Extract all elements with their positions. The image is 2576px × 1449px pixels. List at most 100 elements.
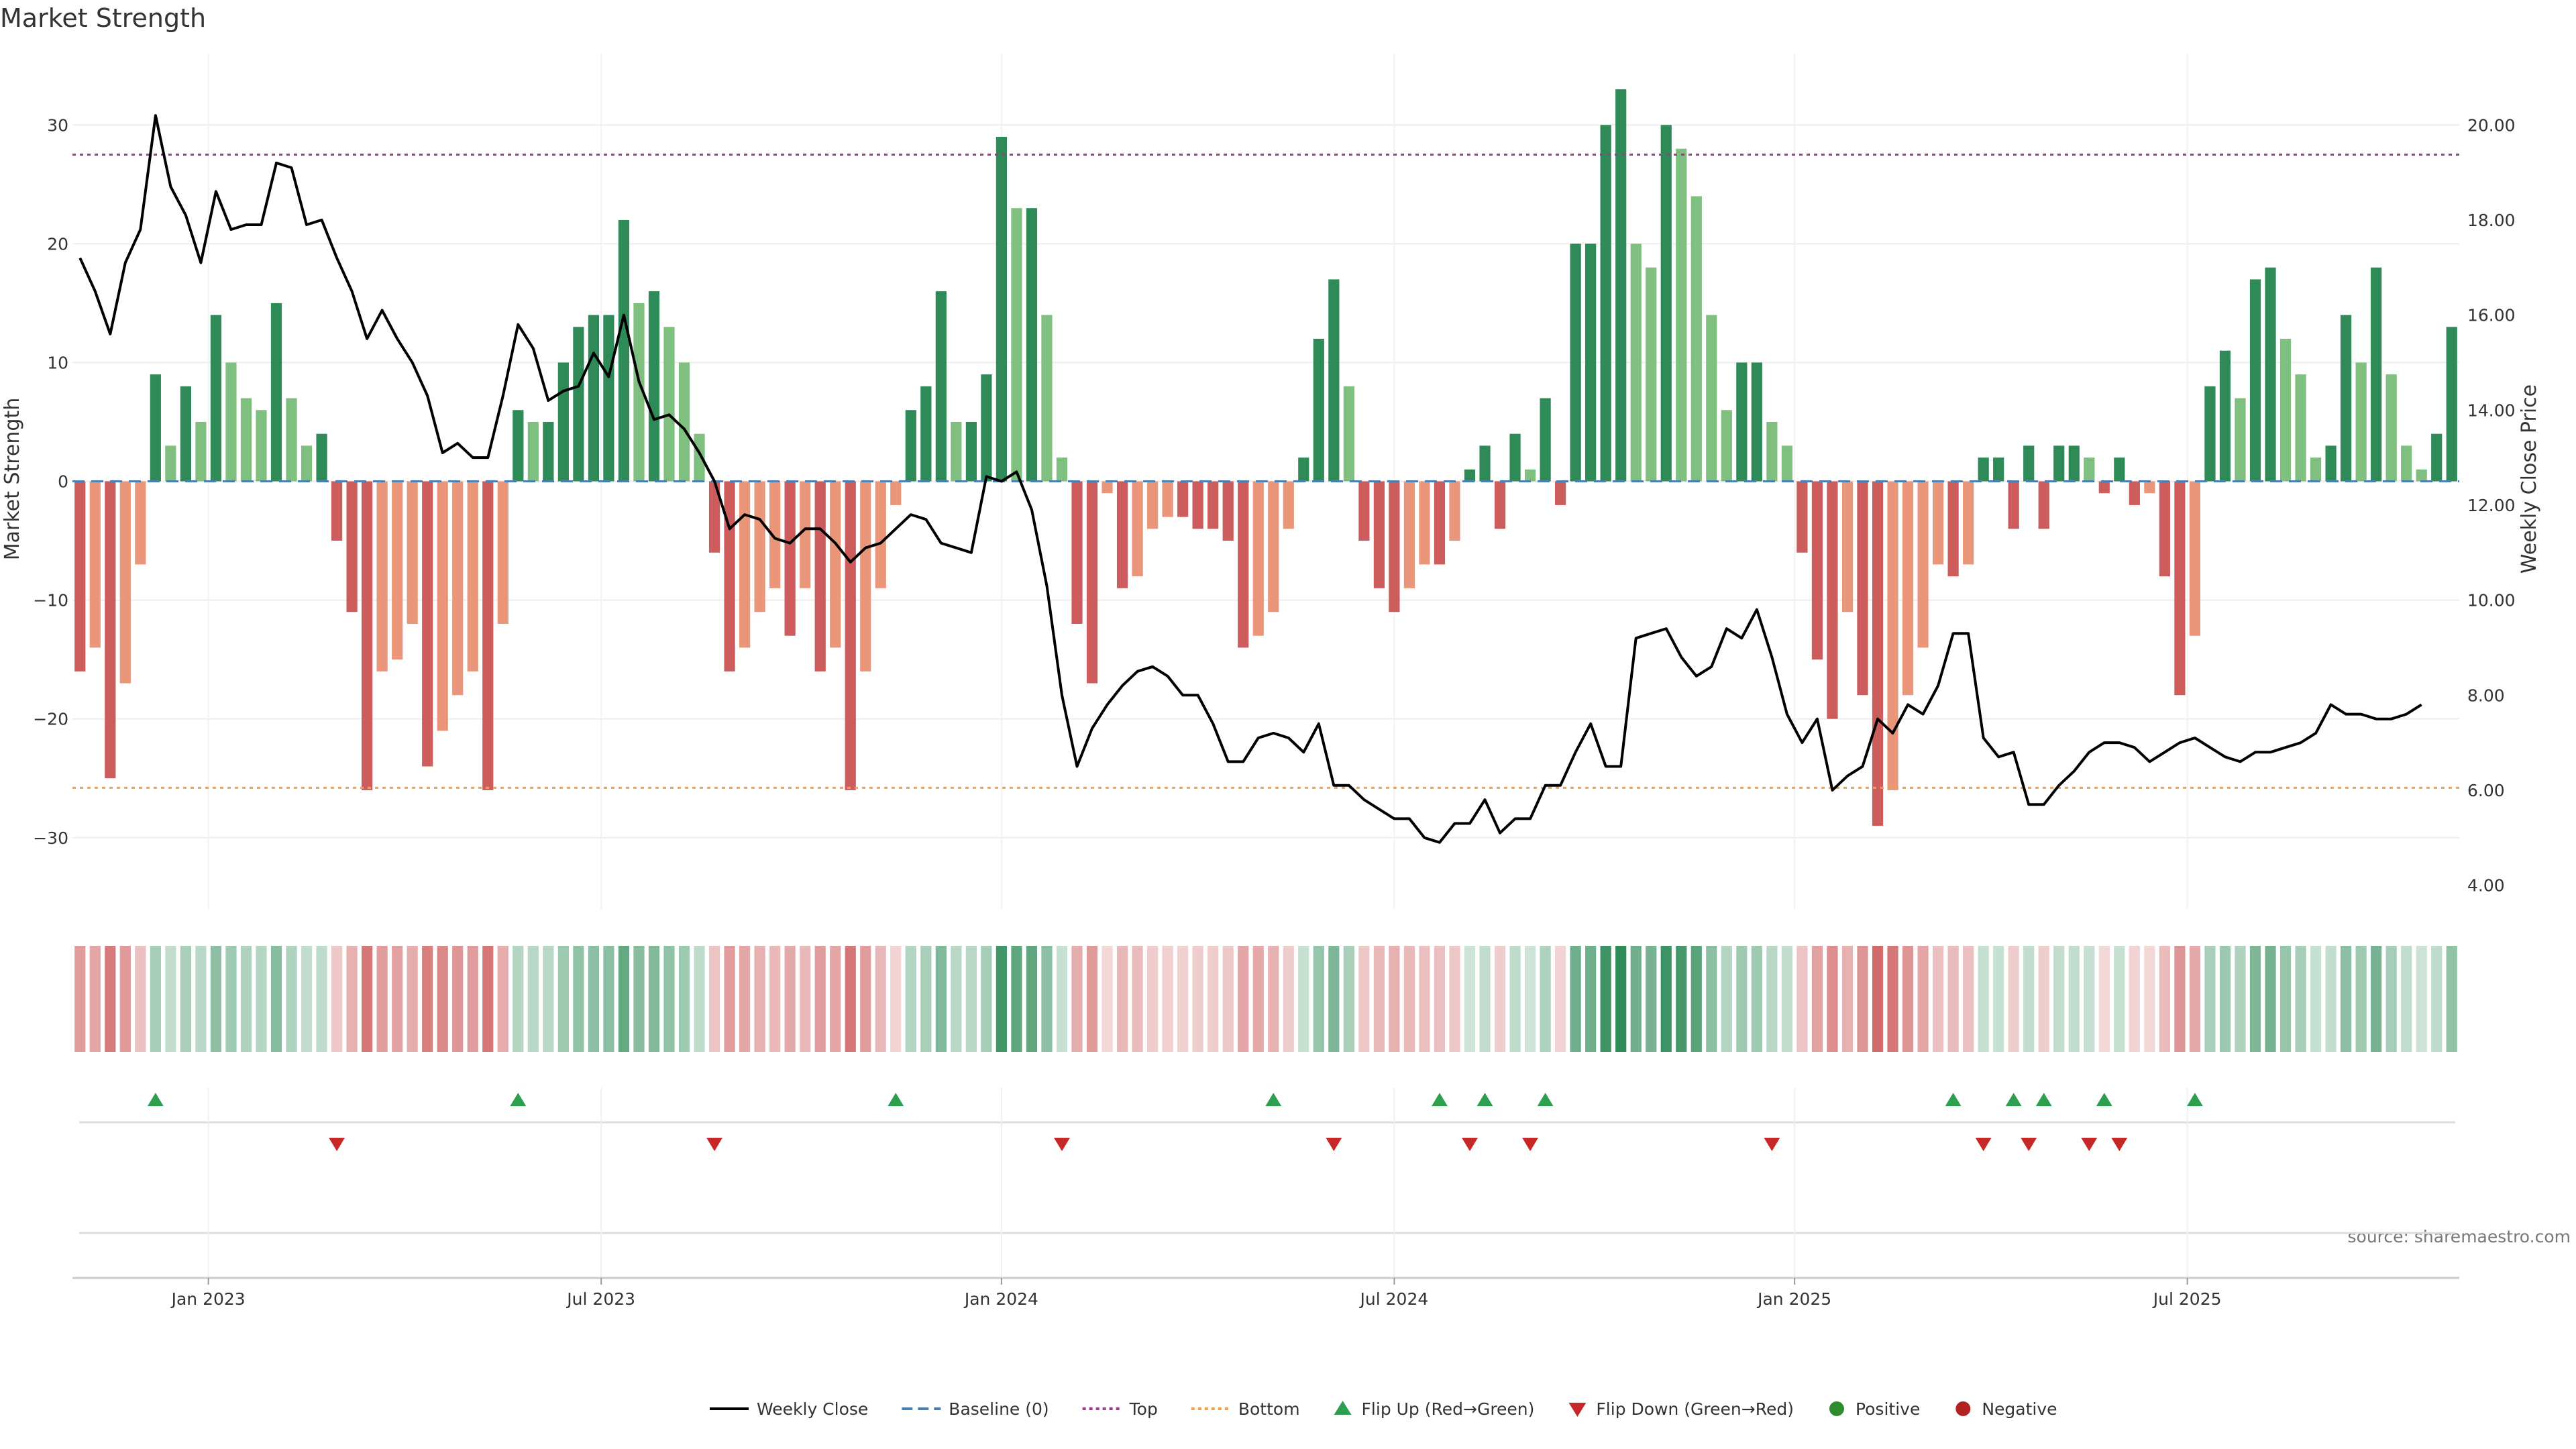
legend-swatch [1568, 1403, 1587, 1417]
strength-bar [362, 481, 373, 790]
strength-bar [1283, 481, 1294, 529]
x-tick-label: Jan 2025 [1756, 1289, 1831, 1309]
heat-cell [165, 946, 176, 1052]
strength-bar [240, 398, 252, 482]
y-tick-label: 10 [47, 353, 68, 372]
flip-down-marker [1522, 1138, 1539, 1151]
heat-cell [467, 946, 478, 1052]
heat-cell [1887, 946, 1898, 1052]
legend-label: Top [1129, 1399, 1158, 1419]
strength-bar [784, 481, 796, 636]
strength-bar [286, 398, 297, 482]
strength-bar [1464, 469, 1476, 482]
heat-cell [1978, 946, 1989, 1052]
legend-item: Flip Up (Red→Green) [1334, 1399, 1534, 1419]
heat-cell [1841, 946, 1854, 1052]
strength-bar [678, 362, 690, 482]
heat-cell [225, 946, 237, 1052]
heat-cell [875, 946, 886, 1052]
strength-bar [1524, 469, 1536, 482]
y-tick-label: −30 [33, 828, 68, 848]
heat-cell [1102, 946, 1113, 1052]
heat-cell [860, 946, 871, 1052]
heat-cell [557, 946, 569, 1052]
heat-cell [1268, 946, 1279, 1052]
heat-cell [513, 946, 524, 1052]
heat-cell [678, 946, 690, 1052]
heat-cell [588, 946, 600, 1052]
heat-cell [1540, 946, 1551, 1052]
strength-bar [2219, 350, 2231, 482]
strength-bar [392, 481, 403, 660]
strength-bar [422, 481, 433, 767]
strength-bar [2341, 315, 2352, 482]
strength-bar [210, 315, 222, 482]
strength-bar [2144, 481, 2155, 494]
strength-bar [573, 327, 584, 482]
strength-bar [1796, 481, 1808, 553]
heat-cell [1570, 946, 1581, 1052]
heat-cell [800, 946, 811, 1052]
x-tick-label: Jan 2023 [170, 1289, 246, 1309]
strength-bar [1781, 445, 1793, 482]
strength-bar [1615, 89, 1627, 482]
heat-cell [2371, 946, 2382, 1052]
y2-tick-label: 4.00 [2467, 876, 2505, 896]
axis-ticks: 30 20 10 0 −10 −20 −30 20.00 18.00 16.00 14.00 12.0… [33, 115, 2515, 895]
legend-item: Positive [1829, 1399, 1920, 1419]
strength-bar [2023, 445, 2035, 482]
heat-cell [1208, 946, 1219, 1052]
strength-bar [180, 386, 191, 482]
strength-bar [467, 481, 478, 672]
heat-cell [1011, 946, 1022, 1052]
heat-cell [2098, 946, 2110, 1052]
heat-cell [2174, 946, 2186, 1052]
heat-cell [392, 946, 403, 1052]
flip-up-marker [1265, 1093, 1282, 1106]
strength-bar [2355, 362, 2367, 482]
heat-cell [1646, 946, 1657, 1052]
strength-bar [981, 374, 992, 482]
heat-cell [2385, 946, 2397, 1052]
heat-cell [1147, 946, 1159, 1052]
heat-cell [1086, 946, 1098, 1052]
heat-cell [1555, 946, 1566, 1052]
strength-bar [1630, 244, 1642, 482]
heat-cell [482, 946, 494, 1052]
heat-cell [1116, 946, 1128, 1052]
strength-bar [1192, 481, 1203, 529]
heat-cell [135, 946, 146, 1052]
heat-cell [270, 946, 282, 1052]
strength-bar [724, 481, 735, 672]
strength-bar [1978, 458, 1989, 482]
heat-cell [996, 946, 1008, 1052]
heat-cell [845, 946, 856, 1052]
source-note: source: sharemaestro.com [2348, 1227, 2571, 1246]
heat-cell [1600, 946, 1611, 1052]
strength-bar [1646, 267, 1657, 482]
heat-cell [648, 946, 660, 1052]
heat-cell [195, 946, 207, 1052]
level-lines [72, 154, 2459, 789]
flip-up-marker [2005, 1093, 2022, 1106]
y-tick-label: 0 [58, 472, 68, 492]
strength-bar [1766, 421, 1778, 482]
legend: Weekly Close Baseline (0) Top Bottom Flip Up… [710, 1399, 2057, 1419]
strength-heat-strip [74, 946, 2457, 1052]
strength-bar [1132, 481, 1143, 577]
strength-bar [1208, 481, 1219, 529]
strength-bar [1690, 196, 1702, 482]
weekly-close-line [78, 114, 2422, 844]
heat-cell [1464, 946, 1476, 1052]
heat-cell [663, 946, 675, 1052]
strength-bar [1811, 481, 1823, 660]
heat-cell [105, 946, 116, 1052]
strength-bar [1494, 481, 1506, 529]
strength-bar [1222, 481, 1234, 541]
strength-bar [860, 481, 871, 672]
y2-tick-label: 18.00 [2467, 211, 2516, 230]
heat-cell [331, 946, 343, 1052]
heat-cell [1071, 946, 1083, 1052]
heat-cell [1056, 946, 1068, 1052]
heat-cell [769, 946, 781, 1052]
